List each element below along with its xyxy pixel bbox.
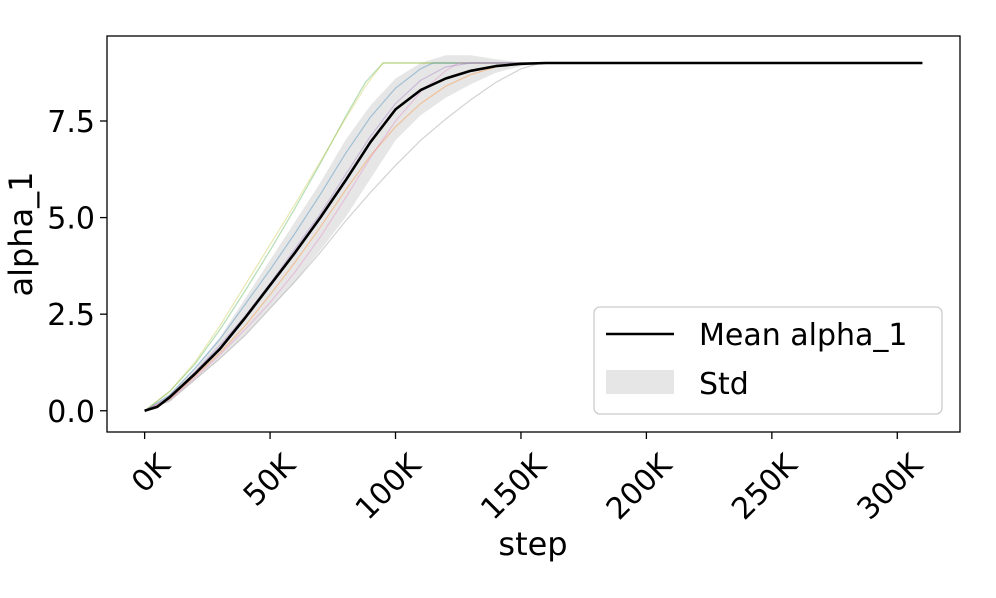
y-axis: 0.0 2.5 5.0 7.5 — [47, 105, 107, 430]
y-axis-label: alpha_1 — [2, 171, 40, 296]
x-axis-label: step — [498, 525, 567, 563]
y-tick-label: 0.0 — [47, 395, 95, 430]
y-tick-label: 7.5 — [47, 105, 95, 140]
plot-frame — [106, 35, 961, 433]
run-line-4 — [144, 62, 923, 412]
run-line-7 — [144, 62, 923, 412]
run-line-1 — [144, 62, 923, 412]
legend: Mean alpha_1 Std — [593, 306, 943, 415]
y-tick-label: 2.5 — [47, 298, 95, 333]
run-line-2 — [144, 62, 923, 412]
legend-box — [593, 306, 943, 415]
run-line-6 — [144, 62, 923, 412]
std-band — [144, 55, 923, 411]
legend-std-swatch — [606, 370, 674, 394]
run-line-5 — [144, 62, 923, 412]
mean-line — [144, 61, 923, 413]
y-tick-label: 5.0 — [47, 202, 95, 237]
legend-std-label: Std — [699, 367, 749, 402]
legend-mean-label: Mean alpha_1 — [699, 318, 908, 353]
plot-area — [144, 55, 923, 413]
run-line-3 — [144, 62, 923, 412]
